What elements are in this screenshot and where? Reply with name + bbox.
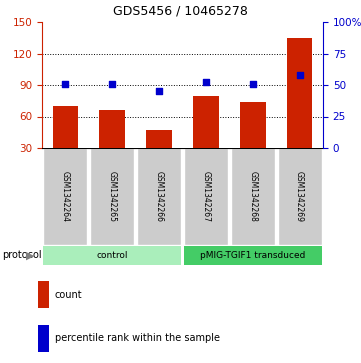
Text: control: control [96,250,128,260]
Text: GDS5456 / 10465278: GDS5456 / 10465278 [113,5,248,18]
Bar [53,106,78,148]
Bar [240,102,266,148]
Point [203,79,209,85]
Point [297,72,303,78]
Text: percentile rank within the sample: percentile rank within the sample [55,333,220,343]
Bar [38,325,49,352]
Text: protocol: protocol [2,250,42,261]
FancyBboxPatch shape [184,246,322,265]
Bar [193,95,219,148]
FancyBboxPatch shape [137,148,181,245]
Text: GSM1342266: GSM1342266 [155,171,164,222]
FancyBboxPatch shape [90,148,134,245]
Point [156,89,162,94]
FancyBboxPatch shape [184,148,228,245]
Point [250,81,256,87]
Bar [99,110,125,148]
Bar [146,130,172,148]
Point [62,81,68,87]
FancyBboxPatch shape [278,148,322,245]
Text: GSM1342269: GSM1342269 [295,171,304,222]
Bar [38,281,49,308]
Point [109,81,115,87]
Text: ▶: ▶ [26,250,35,261]
FancyBboxPatch shape [231,148,275,245]
Text: GSM1342267: GSM1342267 [201,171,210,222]
Text: GSM1342264: GSM1342264 [61,171,70,222]
Text: count: count [55,290,83,299]
FancyBboxPatch shape [43,246,181,265]
Bar [287,38,313,148]
FancyBboxPatch shape [43,148,87,245]
Text: GSM1342265: GSM1342265 [108,171,117,222]
Text: GSM1342268: GSM1342268 [248,171,257,222]
Text: pMIG-TGIF1 transduced: pMIG-TGIF1 transduced [200,250,305,260]
